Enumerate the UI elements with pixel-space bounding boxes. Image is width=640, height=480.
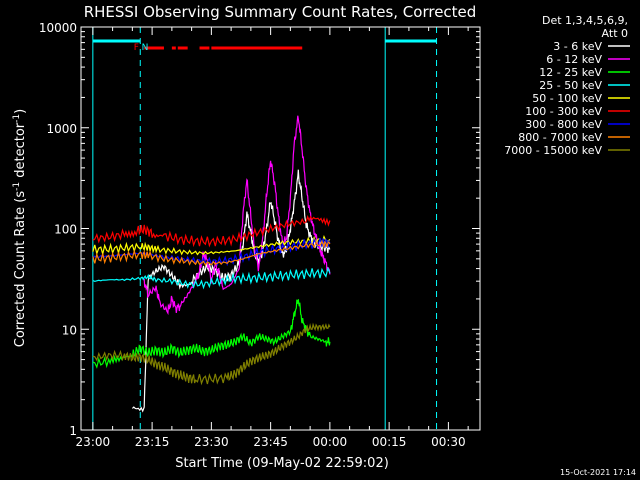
legend-label-5: 100 - 300 keV <box>525 105 602 118</box>
y-tick-label-0: 1 <box>69 424 77 438</box>
data-series-lines <box>92 115 331 413</box>
footer-timestamp: 15-Oct-2021 17:14 <box>560 468 636 477</box>
y-axis-label-mid: detector <box>13 122 28 182</box>
legend-header-1: Att 0 <box>602 27 628 40</box>
series-line-1 <box>143 115 331 316</box>
legend-label-8: 7000 - 15000 keV <box>504 144 602 157</box>
legend-header-0: Det 1,3,4,5,6,9, <box>542 14 628 27</box>
x-tick-label-2: 23:30 <box>194 435 229 449</box>
y-axis-label-sup1: -1 <box>12 182 22 191</box>
legend-label-3: 25 - 50 keV <box>539 79 602 92</box>
legend-label-0: 3 - 6 keV <box>553 40 602 53</box>
series-line-3 <box>92 266 331 290</box>
series-line-7 <box>92 240 331 267</box>
y-axis-label: Corrected Count Rate (s-1 detector-1) <box>12 109 28 347</box>
y-axis-label-main: Corrected Count Rate (s <box>13 191 28 348</box>
x-tick-label-6: 00:30 <box>431 435 466 449</box>
series-line-8 <box>92 322 331 386</box>
chart-title: RHESSI Observing Summary Count Rates, Co… <box>84 3 477 21</box>
y-axis-label-sup2: -1 <box>12 114 22 123</box>
legend-label-7: 800 - 7000 keV <box>518 131 602 144</box>
y-tick-label-1: 10 <box>62 323 77 337</box>
x-tick-label-3: 23:45 <box>253 435 288 449</box>
y-tick-label-2: 100 <box>54 223 77 237</box>
legend-label-4: 50 - 100 keV <box>532 92 602 105</box>
series-line-5 <box>92 214 331 248</box>
legend-label-1: 6 - 12 keV <box>546 53 602 66</box>
legend-label-6: 300 - 800 keV <box>525 118 602 131</box>
legend-label-2: 12 - 25 keV <box>539 66 602 79</box>
x-tick-label-1: 23:15 <box>135 435 170 449</box>
series-line-4 <box>92 235 331 257</box>
x-tick-label-0: 23:00 <box>76 435 111 449</box>
y-tick-label-4: 10000 <box>39 21 77 35</box>
x-tick-label-4: 00:00 <box>313 435 348 449</box>
flag-label-1: N <box>142 43 149 53</box>
flag-label-0: F <box>134 43 139 53</box>
series-line-2 <box>92 299 331 369</box>
x-axis-label: Start Time (09-May-02 22:59:02) <box>175 456 389 471</box>
series-line-0 <box>131 169 331 413</box>
y-tick-label-3: 1000 <box>46 122 77 136</box>
plot-axes: 23:00 23:15 23:30 23:45 00:00 00:15 00:30 1 10 10… <box>39 21 481 449</box>
x-tick-label-5: 00:15 <box>372 435 407 449</box>
y-axis-label-end: ) <box>13 109 28 114</box>
